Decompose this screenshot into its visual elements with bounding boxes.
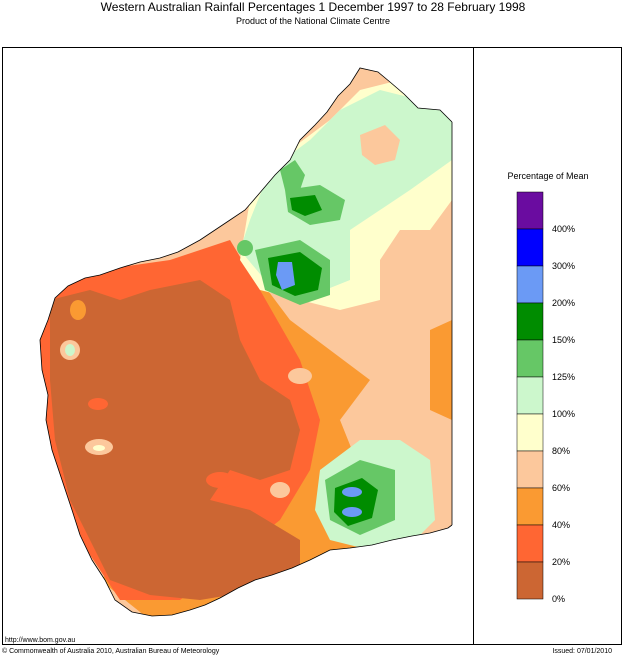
legend-label-bottom: 0%: [552, 594, 566, 604]
legend-label: 100%: [552, 409, 576, 419]
map-subtitle: Product of the National Climate Centre: [235, 16, 391, 26]
legend-swatch: [516, 524, 544, 563]
zone-0-20: [50, 280, 300, 600]
legend-label: 60%: [552, 483, 571, 493]
legend-swatch: [516, 376, 544, 415]
legend-divider: [473, 47, 474, 645]
issued-date: Issued: 07/01/2010: [552, 648, 612, 655]
coastline: [39, 67, 453, 617]
zone-40-60-east: [430, 320, 452, 420]
zone-40-60-coast-patch: [70, 300, 86, 320]
zone-60-80-north-patch: [360, 125, 400, 165]
legend-swatch: [516, 339, 544, 378]
rainfall-map: [39, 67, 453, 617]
legend-swatch: [516, 561, 544, 600]
legend-label: 40%: [552, 520, 571, 530]
legend-label: 125%: [552, 372, 576, 382]
legend-swatch: [516, 450, 544, 489]
legend-label: 400%: [552, 224, 576, 234]
legend-label: 300%: [552, 261, 576, 271]
zone-80-100-west-patch: [93, 445, 105, 451]
legend-label: 200%: [552, 298, 576, 308]
legend-label: 20%: [552, 557, 571, 567]
zone-20-40-west-patch: [88, 398, 108, 410]
map-title: Western Australian Rainfall Percentages …: [100, 0, 526, 14]
zone-60-80-south-patch: [270, 482, 290, 498]
legend-swatch: [516, 228, 544, 267]
legend-label: 80%: [552, 446, 571, 456]
zone-150-200-north-a: [290, 195, 322, 216]
legend-swatch: [516, 302, 544, 341]
legend-swatch: [516, 191, 544, 230]
zone-125-150-north-a: [280, 160, 305, 190]
legend-label: 150%: [552, 335, 576, 345]
zone-20-40-south-patch: [206, 472, 234, 488]
legend-swatch: [516, 413, 544, 452]
zone-125-150-north-dot: [237, 240, 253, 256]
zone-200-300-southeast-b: [342, 507, 362, 517]
zone-100-125-coast-patch: [65, 344, 75, 356]
map-frame: [2, 47, 622, 645]
legend-swatch: [516, 487, 544, 526]
legend-swatch: [516, 265, 544, 304]
source-url[interactable]: http://www.bom.gov.au: [5, 637, 76, 644]
legend-title: Percentage of Mean: [507, 171, 589, 181]
copyright-text: © Commonwealth of Australia 2010, Austra…: [2, 648, 220, 655]
zone-60-80-central-patch: [288, 368, 312, 384]
zone-200-300-southeast-a: [342, 487, 362, 497]
zone-200-300-north: [276, 262, 295, 290]
legend-color-bar: [516, 191, 544, 600]
